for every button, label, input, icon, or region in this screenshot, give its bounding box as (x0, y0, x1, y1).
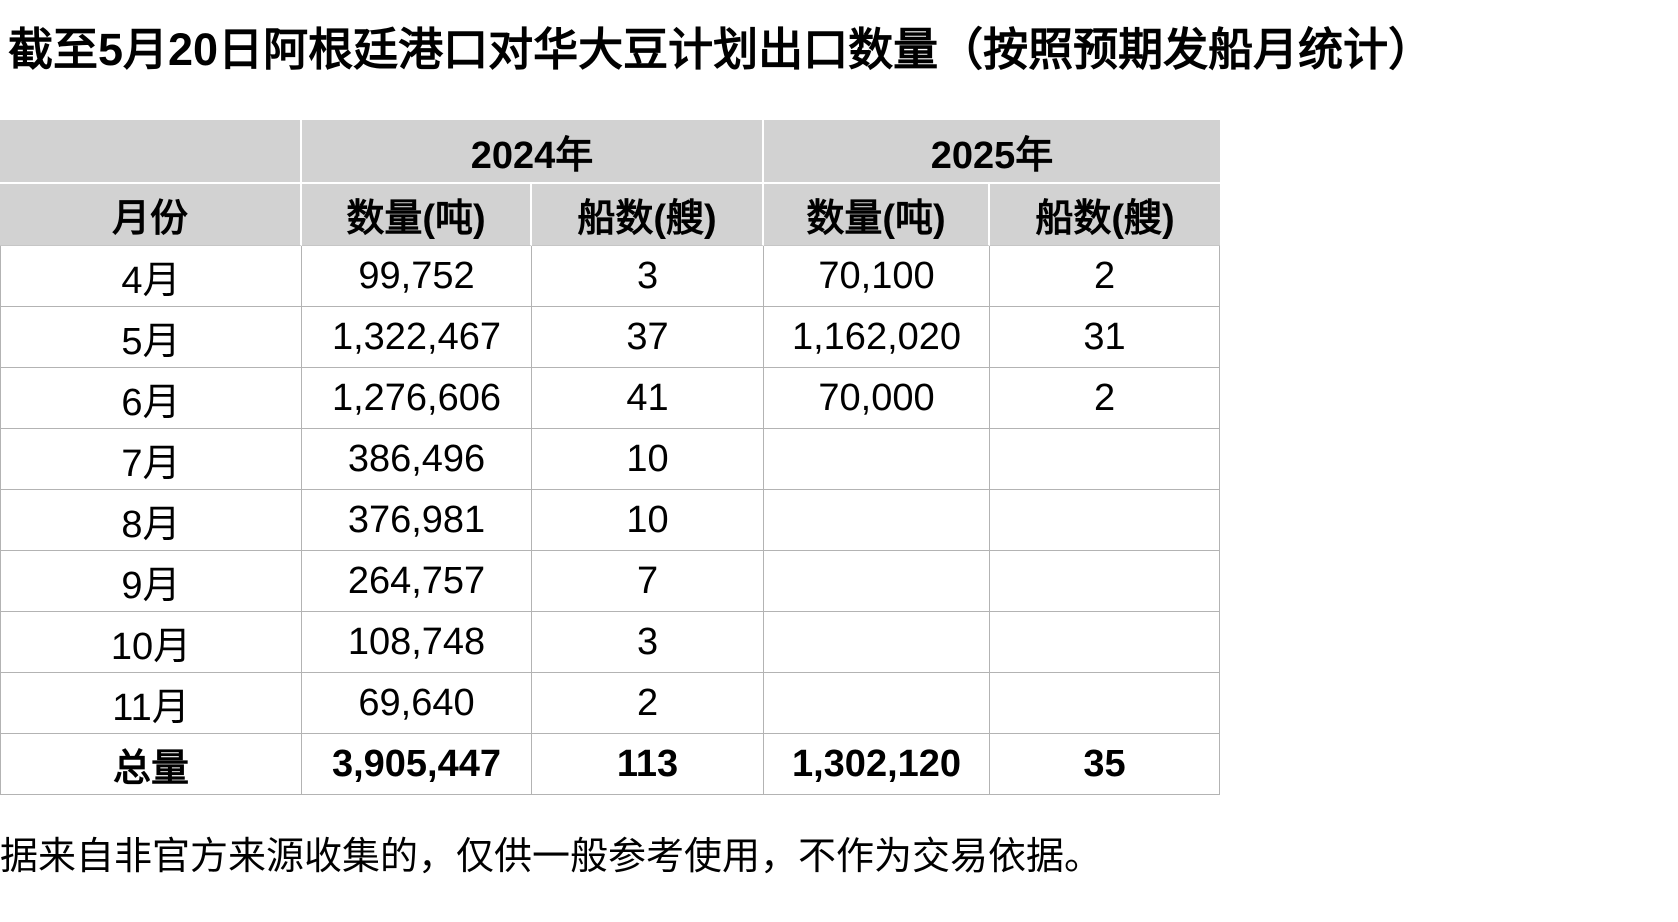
cell-ships-2025: 2 (990, 246, 1221, 307)
table-row-oct: 10月 108,748 3 (0, 612, 1221, 673)
cell-qty-2025 (764, 551, 991, 612)
cell-ships-2025 (990, 429, 1221, 490)
cell-qty-2024: 386,496 (302, 429, 532, 490)
cell-qty-2025: 1,162,020 (764, 307, 991, 368)
table-row-apr: 4月 99,752 3 70,100 2 (0, 246, 1221, 307)
cell-total-ships-2025: 35 (990, 734, 1221, 795)
col-header-ships-2025: 船数(艘) (990, 184, 1221, 246)
cell-qty-2024: 1,276,606 (302, 368, 532, 429)
cell-ships-2025 (990, 551, 1221, 612)
cell-month: 5月 (0, 307, 302, 368)
cell-month: 7月 (0, 429, 302, 490)
year-header-empty-cell (0, 120, 302, 184)
table-row-aug: 8月 376,981 10 (0, 490, 1221, 551)
cell-qty-2024: 376,981 (302, 490, 532, 551)
cell-ships-2024: 3 (532, 246, 765, 307)
cell-ships-2024: 37 (532, 307, 765, 368)
table-header: 2024年 2025年 月份 数量(吨) 船数(艘) 数量(吨) 船数(艘) (0, 120, 1221, 246)
cell-month: 9月 (0, 551, 302, 612)
col-header-ships-2024: 船数(艘) (532, 184, 765, 246)
footnote: 据来自非官方来源收集的，仅供一般参考使用，不作为交易依据。 (0, 836, 1103, 878)
cell-ships-2024: 3 (532, 612, 765, 673)
cell-total-ships-2024: 113 (532, 734, 765, 795)
col-header-qty-2025: 数量(吨) (764, 184, 991, 246)
year-header-2025: 2025年 (764, 120, 1221, 184)
cell-ships-2024: 41 (532, 368, 765, 429)
year-header-2024: 2024年 (302, 120, 765, 184)
cell-ships-2024: 10 (532, 490, 765, 551)
table-row-total: 总量 3,905,447 113 1,302,120 35 (0, 734, 1221, 795)
cell-total-qty-2025: 1,302,120 (764, 734, 991, 795)
cell-month: 10月 (0, 612, 302, 673)
year-header-row: 2024年 2025年 (0, 120, 1221, 184)
cell-qty-2024: 69,640 (302, 673, 532, 734)
cell-qty-2025 (764, 429, 991, 490)
cell-qty-2025 (764, 490, 991, 551)
cell-ships-2025: 31 (990, 307, 1221, 368)
cell-ships-2025: 2 (990, 368, 1221, 429)
table-row-nov: 11月 69,640 2 (0, 673, 1221, 734)
page-title: 截至5月20日阿根廷港口对华大豆计划出口数量（按照预期发船月统计） (8, 24, 1434, 75)
col-header-qty-2024: 数量(吨) (302, 184, 532, 246)
cell-ships-2024: 2 (532, 673, 765, 734)
cell-ships-2024: 7 (532, 551, 765, 612)
cell-qty-2025: 70,100 (764, 246, 991, 307)
column-header-row: 月份 数量(吨) 船数(艘) 数量(吨) 船数(艘) (0, 184, 1221, 246)
cell-total-label: 总量 (0, 734, 302, 795)
cell-month: 11月 (0, 673, 302, 734)
cell-qty-2025 (764, 612, 991, 673)
table-body: 4月 99,752 3 70,100 2 5月 1,322,467 37 1,1… (0, 246, 1221, 795)
cell-ships-2025 (990, 490, 1221, 551)
col-header-month: 月份 (0, 184, 302, 246)
cell-qty-2025 (764, 673, 991, 734)
soybean-export-table: 2024年 2025年 月份 数量(吨) 船数(艘) 数量(吨) 船数(艘) 4… (0, 120, 1221, 795)
cell-ships-2025 (990, 612, 1221, 673)
table-row-sep: 9月 264,757 7 (0, 551, 1221, 612)
cell-ships-2025 (990, 673, 1221, 734)
cell-month: 4月 (0, 246, 302, 307)
cell-qty-2024: 99,752 (302, 246, 532, 307)
table-row-may: 5月 1,322,467 37 1,162,020 31 (0, 307, 1221, 368)
cell-qty-2025: 70,000 (764, 368, 991, 429)
cell-qty-2024: 1,322,467 (302, 307, 532, 368)
cell-qty-2024: 264,757 (302, 551, 532, 612)
table-row-jul: 7月 386,496 10 (0, 429, 1221, 490)
cell-month: 8月 (0, 490, 302, 551)
cell-month: 6月 (0, 368, 302, 429)
cell-total-qty-2024: 3,905,447 (302, 734, 532, 795)
table-row-jun: 6月 1,276,606 41 70,000 2 (0, 368, 1221, 429)
cell-qty-2024: 108,748 (302, 612, 532, 673)
cell-ships-2024: 10 (532, 429, 765, 490)
